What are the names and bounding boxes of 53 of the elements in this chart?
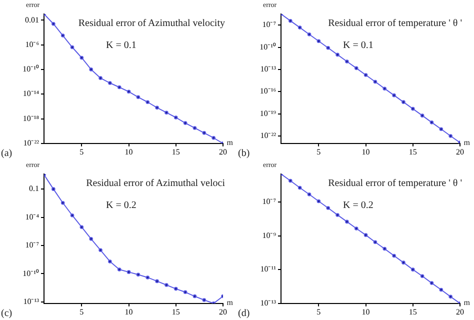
y-tick-label: 10⁻⁴	[25, 212, 40, 222]
annotation: K = 0.1	[343, 40, 374, 51]
y-tick-label: 10⁻⁷	[262, 197, 276, 206]
chart-title: Residual error of Azimuthal velocity	[78, 18, 225, 29]
y-tick-label: 10⁻¹⁹	[260, 108, 276, 118]
text: (a)	[1, 148, 12, 159]
y-tick-label: 10⁻²²	[23, 138, 40, 148]
annotation: K = 0.2	[343, 200, 374, 211]
text: (b)	[238, 148, 250, 159]
y-tick-label: 10⁻²²	[260, 131, 277, 140]
y-tick-label: 10⁻¹⁸	[22, 114, 40, 123]
x-axis-title: m	[464, 298, 470, 307]
text: (c)	[1, 308, 12, 319]
x-tick-label: 10	[124, 147, 133, 156]
y-tick-label: 10⁻⁹	[262, 230, 276, 240]
y-tick-label: 10⁻¹³	[260, 298, 277, 308]
x-axis-title: m	[226, 138, 233, 147]
y-tick-label: 10⁻⁶	[25, 40, 40, 49]
x-tick-label: 15	[172, 307, 180, 316]
x-axis-title: m	[464, 138, 470, 147]
x-tick-label: 5	[80, 307, 84, 316]
chart-title: Residual error of temperature ' θ '	[328, 178, 462, 189]
annotation: K = 0.1	[106, 40, 136, 51]
text: (d)	[238, 308, 250, 319]
x-tick-label: 20	[456, 307, 464, 316]
y-tick-label: 10⁻⁷	[25, 240, 40, 250]
chart-title: Residual error of Azimuthal veloci	[86, 178, 225, 189]
chart-title: Residual error of temperature ' θ '	[328, 18, 462, 29]
x-tick-label: 15	[408, 147, 417, 156]
y-tick-label: 10⁻⁷	[262, 20, 276, 30]
y-tick-label: 10⁻¹⁶	[260, 86, 276, 96]
y-tick-label: 10⁻¹³	[23, 297, 40, 306]
y-tick-label: 10⁻¹⁰	[260, 42, 276, 52]
x-tick-label: 10	[124, 307, 133, 316]
y-tick-label: 10⁻¹⁴	[22, 89, 40, 98]
x-tick-label: 10	[362, 307, 370, 316]
y-tick-label: 10⁻¹⁰	[22, 268, 39, 278]
x-tick-label: 5	[80, 147, 84, 156]
x-tick-label: 10	[362, 147, 370, 156]
x-tick-label: 20	[219, 147, 227, 156]
annotation: K = 0.2	[106, 200, 136, 211]
x-tick-label: 15	[172, 147, 180, 156]
x-tick-label: 5	[316, 147, 321, 156]
x-axis-title: m	[226, 298, 233, 307]
x-tick-label: 5	[316, 307, 321, 316]
y-tick-label: 0.1	[29, 184, 39, 194]
x-tick-label: 20	[219, 307, 227, 316]
y-tick-label: 10⁻¹⁰	[22, 64, 39, 74]
x-tick-label: 20	[456, 147, 464, 156]
y-tick-label: 0.01	[25, 15, 39, 24]
x-tick-label: 15	[408, 307, 417, 316]
y-tick-label: 10⁻¹¹	[260, 264, 277, 274]
y-tick-label: 10⁻¹³	[260, 64, 277, 74]
